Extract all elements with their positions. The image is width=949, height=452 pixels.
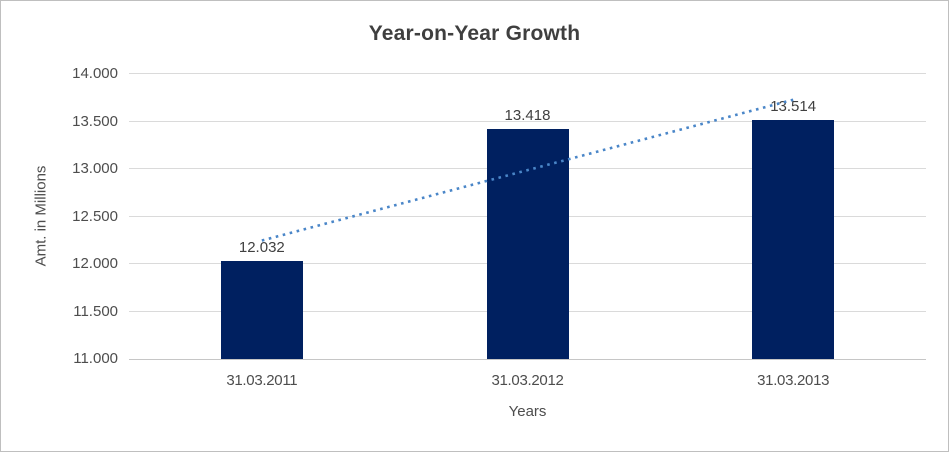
- x-axis-title: Years: [508, 403, 547, 420]
- bar-value-label: 13.418: [504, 107, 551, 125]
- chart-title: Year-on-Year Growth: [368, 22, 581, 45]
- bar-value-label: 12.032: [238, 238, 285, 256]
- y-tick-label: 14.000: [72, 65, 118, 82]
- gridline: [129, 73, 926, 74]
- y-tick-label: 13.500: [72, 112, 118, 130]
- bar-value-label: 13.514: [770, 98, 817, 116]
- y-tick-label: 12.000: [72, 255, 118, 272]
- y-tick-label: 11.500: [73, 302, 118, 320]
- bar-31.03.2012: [486, 129, 569, 359]
- y-tick-label: 12.500: [72, 207, 118, 225]
- y-tick-label: 13.000: [72, 160, 118, 177]
- bar-31.03.2013: [752, 120, 835, 359]
- x-tick-label: 31.03.2012: [491, 372, 564, 389]
- x-tick-label: 31.03.2011: [226, 372, 298, 389]
- y-tick-label: 11.000: [73, 350, 118, 367]
- x-tick-label: 31.03.2013: [757, 372, 830, 389]
- bar-31.03.2011: [220, 260, 303, 359]
- x-axis-line: [129, 359, 926, 360]
- plot-area: 12.032 13.418 13.514: [129, 73, 926, 360]
